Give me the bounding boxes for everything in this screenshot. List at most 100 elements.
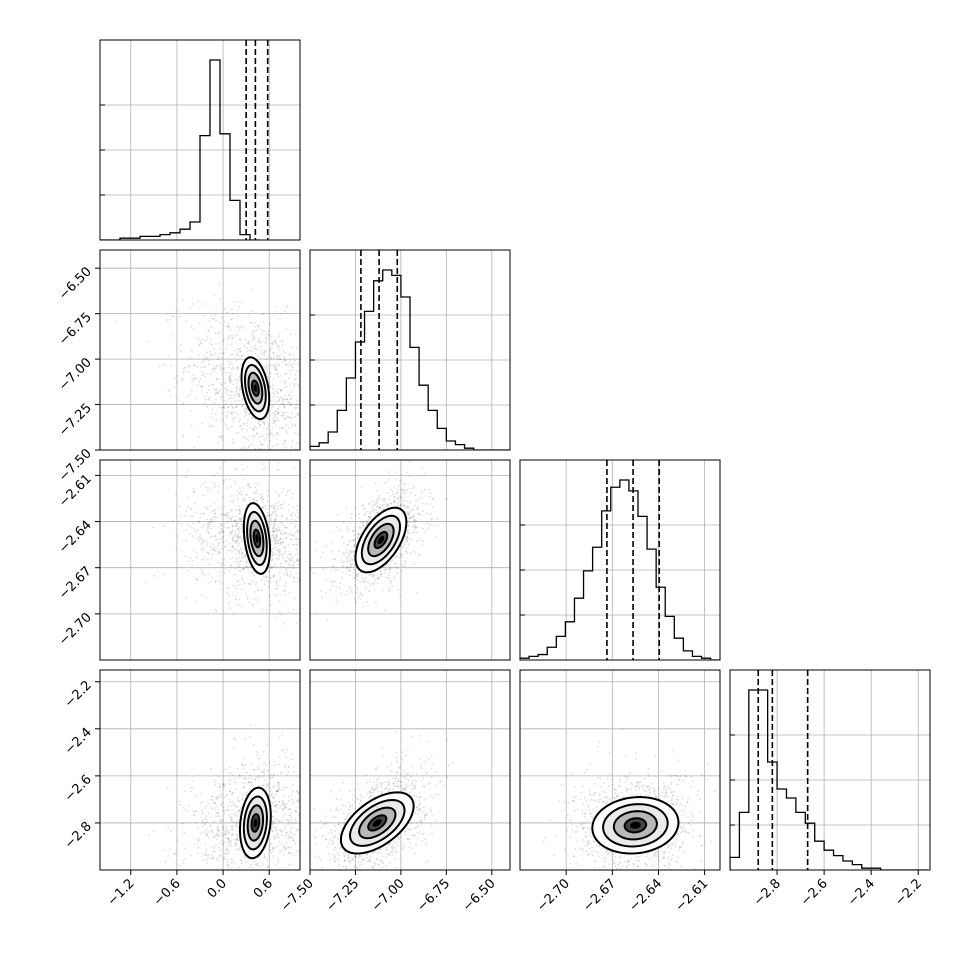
scatter-point [271,554,273,557]
scatter-point [241,552,244,554]
scatter-point [386,568,389,571]
scatter-point [349,806,352,809]
scatter-point [247,781,250,784]
scatter-point [353,568,356,571]
scatter-point [317,364,319,366]
scatter-point [332,565,335,568]
scatter-point [253,344,256,347]
scatter-point [278,557,281,560]
scatter-point [381,504,384,507]
scatter-point [421,502,424,505]
scatter-point [273,536,276,539]
scatter-point [217,874,219,876]
scatter-point [234,541,237,544]
scatter-point [321,844,323,846]
scatter-point [251,338,254,341]
scatter-point [211,474,214,477]
scatter-point [273,519,276,522]
scatter-point [288,814,290,817]
scatter-point [218,575,221,577]
scatter-point [268,595,271,597]
scatter-point [213,525,215,528]
density-0-1-contour-2 [243,364,267,413]
scatter-point [212,481,215,484]
scatter-point [317,877,319,879]
scatter-point [219,562,222,565]
scatter-point [242,926,244,928]
scatter-point [261,434,264,437]
scatter-point [221,513,223,516]
scatter-point [218,436,221,438]
scatter-point [357,533,360,536]
scatter-point [244,880,246,882]
scatter-point [425,472,428,475]
scatter-point [285,818,288,821]
scatter-point [277,542,279,545]
scatter-point [250,781,253,784]
scatter-point [279,318,281,321]
scatter-point [264,368,267,371]
scatter-point [316,820,318,822]
scatter-point [303,410,305,412]
scatter-point [351,550,354,553]
scatter-point [222,513,225,516]
scatter-point [362,521,365,524]
scatter-point [228,328,231,331]
scatter-point [394,496,396,499]
scatter-point [193,814,196,817]
scatter-point [200,452,202,454]
scatter-point [275,534,278,537]
scatter-point [294,810,297,812]
scatter-point [232,804,235,807]
density-0-1-contour-1 [247,371,264,405]
scatter-point [189,393,191,396]
scatter-point [398,501,401,503]
scatter-point [262,421,265,424]
scatter-point [420,779,423,782]
scatter-point [237,830,240,833]
scatter-point [244,500,246,502]
scatter-point [243,777,246,780]
scatter-point [362,508,365,511]
scatter-point [282,487,285,490]
density-0-3-contour-3 [238,786,272,860]
scatter-point [222,368,225,371]
scatter-point [317,489,319,491]
scatter-point [206,921,208,923]
scatter-point [336,575,338,577]
scatter-point [387,498,390,500]
scatter-point [404,789,407,792]
scatter-point [291,423,294,426]
scatter-point [261,506,264,509]
scatter-point [181,821,184,824]
scatter-point [335,590,337,592]
scatter-point [331,831,333,834]
scatter-point [417,498,420,501]
scatter-point [381,498,384,501]
scatter-point [229,549,232,552]
scatter-point [332,558,335,561]
scatter-point [179,350,182,352]
scatter-point [232,501,235,504]
scatter-point [276,524,279,527]
scatter-point [322,785,324,787]
scatter-point [271,342,274,345]
scatter-point [274,413,276,416]
scatter-point [241,793,244,796]
scatter-point [290,831,292,834]
scatter-point [205,815,208,817]
scatter-point [293,359,296,362]
scatter-point [264,337,267,340]
scatter-point [228,397,231,400]
scatter-point [272,797,275,800]
scatter-point [282,803,285,806]
scatter-point [203,355,206,358]
scatter-point [293,466,296,469]
scatter-point [305,443,307,445]
scatter-point [407,543,410,546]
scatter-point [244,782,247,785]
scatter-point [198,535,201,538]
scatter-point [226,844,228,847]
scatter-point [284,827,286,830]
scatter-point [231,417,234,420]
